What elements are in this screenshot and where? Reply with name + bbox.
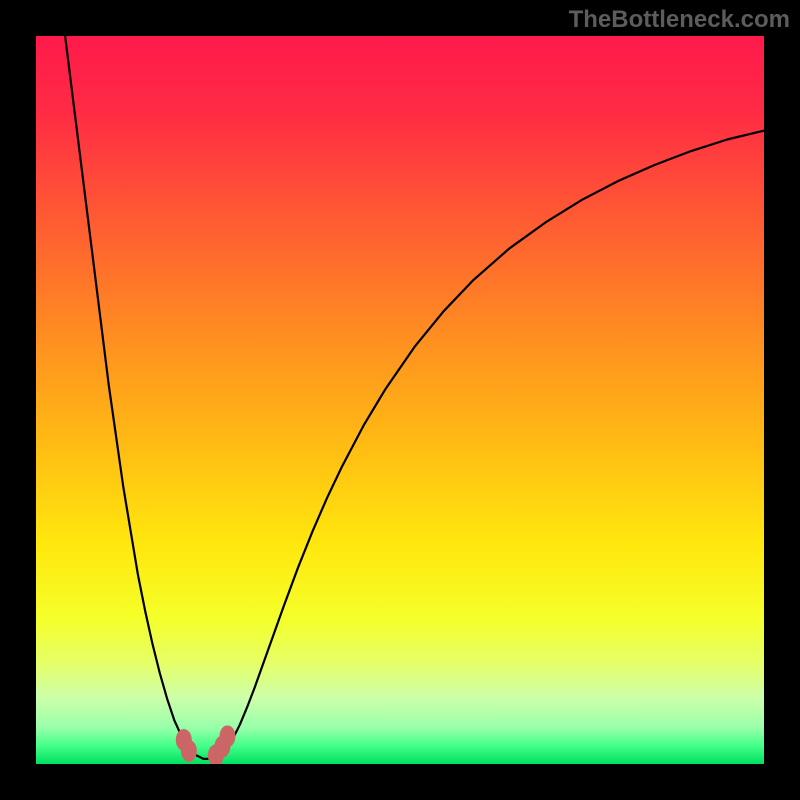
gradient-background xyxy=(36,36,764,764)
valley-marker xyxy=(219,725,235,747)
plot-area xyxy=(36,36,764,764)
watermark-text: TheBottleneck.com xyxy=(569,6,790,34)
valley-marker xyxy=(181,740,197,762)
plot-svg xyxy=(36,36,764,764)
